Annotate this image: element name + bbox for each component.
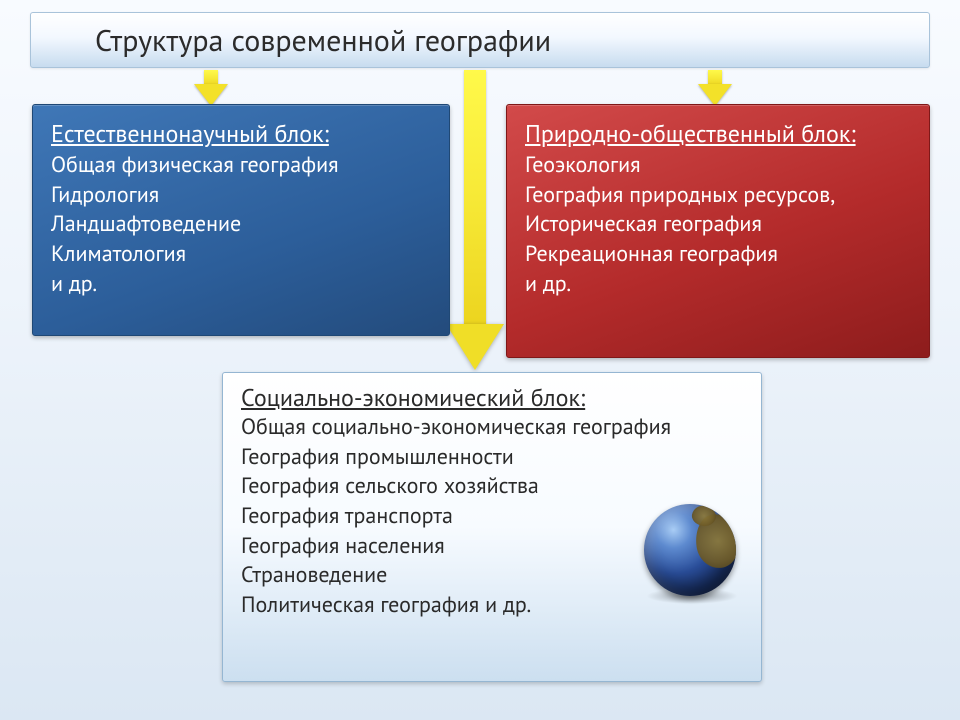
- list-item: Историческая география: [525, 210, 911, 240]
- arrow-head-icon: [446, 324, 504, 370]
- list-item: География промышленности: [241, 443, 743, 473]
- list-item: Рекреационная география: [525, 240, 911, 270]
- page-title: Структура современной географии: [95, 21, 551, 60]
- arrow-shaft: [464, 70, 486, 326]
- block-title: Социально-экономический блок:: [241, 383, 743, 413]
- list-item: География сельского хозяйства: [241, 472, 743, 502]
- list-item: Общая физическая география: [51, 151, 431, 181]
- block-title: Природно-общественный блок:: [525, 119, 911, 149]
- arrow-head-icon: [698, 84, 732, 106]
- nature-society-block: Природно-общественный блок: Геоэкология …: [506, 104, 930, 358]
- list-item: Геоэкология: [525, 151, 911, 181]
- list-item: Гидрология: [51, 181, 431, 211]
- list-item: Климатология: [51, 240, 431, 270]
- arrow-to-white: [440, 70, 510, 380]
- title-bar: Структура современной географии: [30, 12, 930, 68]
- block-title: Естественнонаучный блок:: [51, 119, 431, 149]
- arrow-head-icon: [194, 84, 228, 106]
- list-item: Ландшафтоведение: [51, 210, 431, 240]
- list-item: География природных ресурсов,: [525, 181, 911, 211]
- list-item: и др.: [51, 270, 431, 300]
- globe-icon: [644, 504, 736, 596]
- list-item: и др.: [525, 270, 911, 300]
- list-item: Общая социально-экономическая география: [241, 413, 743, 443]
- natural-science-block: Естественнонаучный блок: Общая физическа…: [32, 104, 450, 336]
